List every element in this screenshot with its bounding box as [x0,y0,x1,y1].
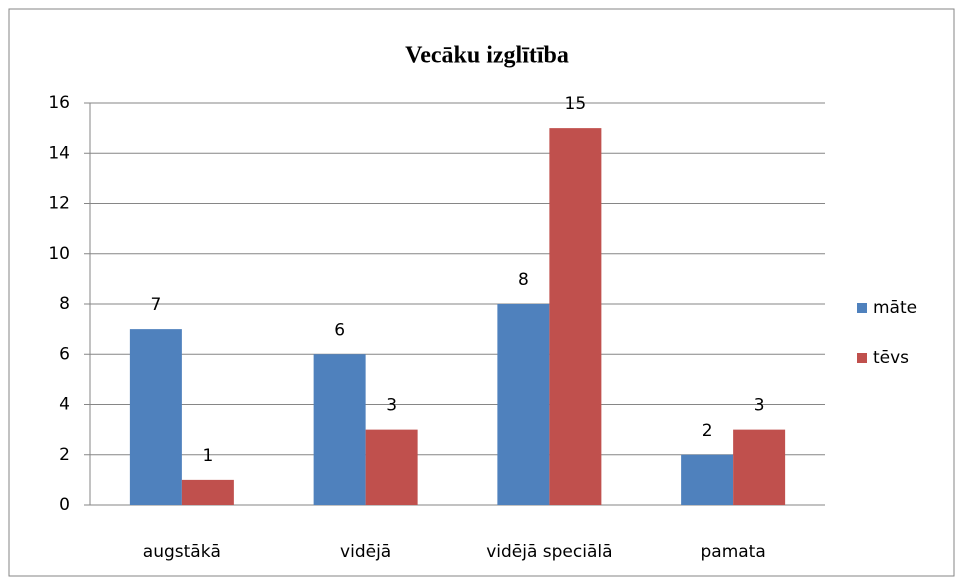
data-label: 7 [150,295,161,315]
y-tick-label: 16 [48,93,70,113]
bar [129,329,182,505]
chart-title: Vecāku izglītība [405,43,569,69]
x-tick-label: augstākā [143,542,221,562]
y-tick-label: 2 [59,445,70,465]
bar [549,128,602,505]
x-tick-label: vidējā speciālā [486,542,612,562]
data-label: 2 [702,421,713,441]
bar [497,304,550,505]
y-tick-label: 0 [59,495,70,515]
x-tick-label: vidējā [340,542,391,562]
bar [365,429,418,505]
bar [681,454,734,505]
y-tick-label: 4 [59,395,70,415]
bar [181,479,234,505]
legend-label: māte [873,298,917,318]
legend-swatch [857,303,867,313]
x-tick-label: pamata [700,542,765,562]
legend-label: tēvs [873,348,909,368]
bar [313,354,366,505]
data-label: 6 [334,320,345,340]
y-tick-label: 6 [59,344,70,364]
data-label: 15 [565,94,587,114]
y-tick-label: 8 [59,294,70,314]
data-label: 8 [518,270,529,290]
data-label: 1 [202,446,213,466]
legend-swatch [857,353,867,363]
y-tick-label: 14 [48,143,70,163]
y-tick-label: 12 [48,194,70,214]
data-label: 3 [386,396,397,416]
y-tick-label: 10 [48,244,70,264]
bar [733,429,786,505]
data-label: 3 [754,396,765,416]
